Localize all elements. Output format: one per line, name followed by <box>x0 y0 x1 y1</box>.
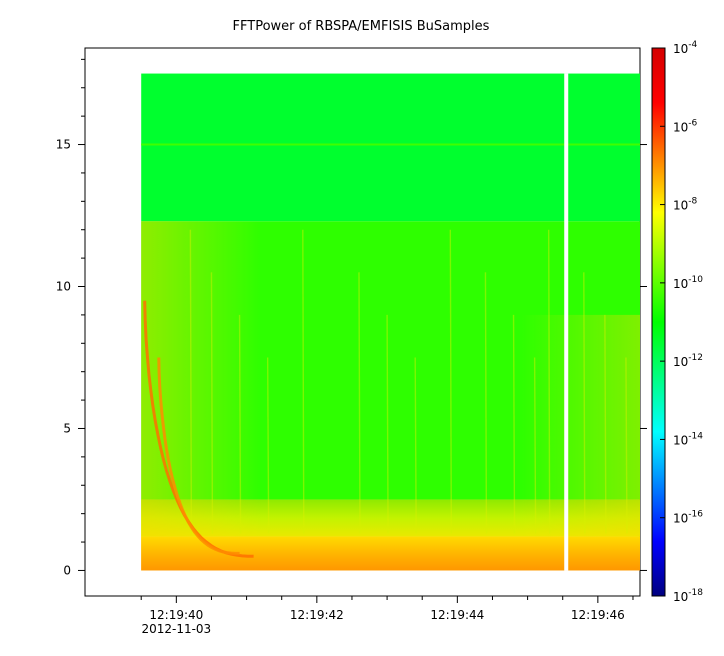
x-tick-label: 12:19:46 <box>571 608 625 622</box>
x-tick-date-label: 2012-11-03 <box>141 622 211 636</box>
colorbar <box>651 47 666 597</box>
right-emission-glow <box>520 314 640 537</box>
colorbar-tick-label: 10-18 <box>673 588 703 604</box>
spectral-streak <box>302 229 305 534</box>
spectral-streak <box>512 314 516 534</box>
spectrogram-data <box>141 73 640 571</box>
y-tick-label: 10 <box>56 280 71 294</box>
spectral-streak <box>583 272 586 534</box>
colorbar-axis: 10-4 10-6 10-8 10-10 10-12 10-14 10-16 10-18 <box>660 40 703 604</box>
y-tick-label: 15 <box>56 138 71 152</box>
spectral-streak <box>189 229 193 534</box>
spectral-streak <box>449 229 453 534</box>
chart-title: FFTPower of RBSPA/EMFISIS BuSamples <box>233 19 490 34</box>
colorbar-tick-label: 10-6 <box>673 118 698 134</box>
left-emission-glow <box>141 221 262 537</box>
x-tick-label: 12:19:44 <box>430 608 484 622</box>
spectral-band <box>141 73 640 222</box>
colorbar-tick-label: 10-12 <box>673 353 703 369</box>
spectral-streak <box>625 357 628 534</box>
spectral-streak <box>533 357 537 534</box>
spectral-streak <box>210 272 214 534</box>
colorbar-tick-label: 10-16 <box>673 510 703 526</box>
y-tick-label: 0 <box>63 563 71 577</box>
spectral-streak <box>484 272 488 534</box>
spectral-streak <box>358 272 361 534</box>
x-tick-label: 12:19:42 <box>290 608 344 622</box>
colorbar-tick-label: 10-4 <box>673 40 698 56</box>
colorbar-tick-label: 10-8 <box>673 197 698 213</box>
data-gap <box>564 73 569 571</box>
y-tick-label: 5 <box>63 421 71 435</box>
spectral-streak <box>414 357 417 534</box>
spectral-streak <box>266 357 270 534</box>
colorbar-tick-label: 10-10 <box>673 275 703 291</box>
y-axis: 0 5 10 15 <box>56 58 647 577</box>
spectral-streak <box>386 314 389 534</box>
spectral-streak <box>604 314 607 534</box>
spectral-streak <box>547 229 551 534</box>
colorbar-tick-label: 10-14 <box>673 431 703 447</box>
whistler-trace <box>157 357 240 555</box>
x-tick-label: 12:19:40 <box>149 608 203 622</box>
spectral-streak <box>238 314 242 534</box>
